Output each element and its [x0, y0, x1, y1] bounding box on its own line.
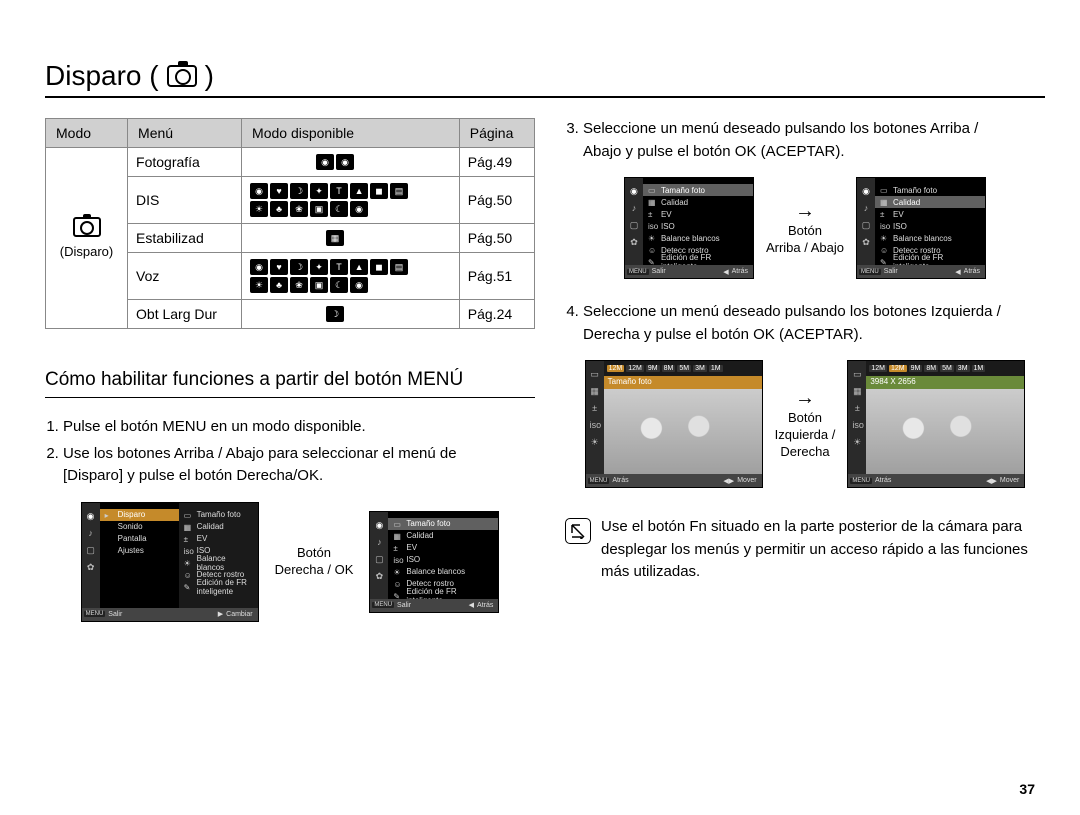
steps-left: Pulse el botón MENU en un modo disponibl…: [45, 416, 535, 488]
screens-row-1: ◉♪▢✿ ▸Disparo Sonido Pantalla Ajustes ▭T…: [45, 502, 535, 622]
lcd-screen: ▭▦±iso☀ 12M 12M 9M 8M 5M 3M 1M 3984 X 26…: [847, 360, 1025, 488]
dispo-cell: ◉♥☽✦T▲◼▤☀♣❀▣☾◉: [242, 177, 460, 224]
note: Use el botón Fn situado en la parte post…: [565, 516, 1045, 584]
page-title-text: Disparo (: [45, 60, 159, 92]
page-cell: Pág.51: [459, 253, 534, 300]
arrow-icon: →: [766, 200, 844, 223]
page-cell: Pág.49: [459, 148, 534, 177]
button-label: Botón Arriba / Abajo: [766, 223, 844, 257]
dispo-cell: ☽: [242, 300, 460, 329]
screens-row-2: ◉♪▢✿ ▭Tamaño foto ▦Calidad ±EV isoISO ☀B…: [565, 177, 1045, 279]
subtitle: Cómo habilitar funciones a partir del bo…: [45, 369, 535, 398]
page-title-end: ): [205, 60, 214, 92]
step-4: Seleccione un menú deseado pulsando los …: [583, 301, 1045, 346]
screens-row-3: ▭▦±iso☀ 12M 12M 9M 8M 5M 3M 1M Tamaño fo…: [565, 360, 1045, 488]
camera-icon: [167, 65, 197, 87]
camera-icon: [73, 217, 101, 237]
page-cell: Pág.24: [459, 300, 534, 329]
left-column: Modo Menú Modo disponible Página (Dispar…: [45, 118, 535, 622]
lcd-screen: ◉♪▢✿ ▭Tamaño foto ▦Calidad ±EV isoISO ☀B…: [856, 177, 986, 279]
th-menu: Menú: [128, 119, 242, 148]
steps-right-2: Seleccione un menú deseado pulsando los …: [565, 301, 1045, 346]
modo-cell: (Disparo): [46, 148, 128, 329]
dispo-cell: ▦: [242, 224, 460, 253]
page-cell: Pág.50: [459, 224, 534, 253]
step-2: Use los botones Arriba / Abajo para sele…: [63, 443, 535, 488]
lcd-screen: ◉♪▢✿ ▭Tamaño foto ▦Calidad ±EV isoISO ☀B…: [369, 511, 499, 613]
page-title: Disparo ( ): [45, 60, 1045, 98]
menu-cell: Obt Larg Dur: [128, 300, 242, 329]
th-modo: Modo: [46, 119, 128, 148]
dispo-cell: ◉◉: [242, 148, 460, 177]
steps-right: Seleccione un menú deseado pulsando los …: [565, 118, 1045, 163]
menu-cell: DIS: [128, 177, 242, 224]
button-label: Botón Derecha / OK: [275, 545, 354, 579]
th-pagina: Página: [459, 119, 534, 148]
button-label: Botón Izquierda / Derecha: [775, 410, 836, 461]
note-icon: [565, 518, 591, 544]
menu-cell: Voz: [128, 253, 242, 300]
modes-table: Modo Menú Modo disponible Página (Dispar…: [45, 118, 535, 329]
right-column: Seleccione un menú deseado pulsando los …: [565, 118, 1045, 622]
menu-cell: Estabilizad: [128, 224, 242, 253]
page-cell: Pág.50: [459, 177, 534, 224]
page-number: 37: [1019, 781, 1035, 797]
note-text: Use el botón Fn situado en la parte post…: [601, 516, 1045, 584]
dispo-cell: ◉♥☽✦T▲◼▤☀♣❀▣☾◉: [242, 253, 460, 300]
lcd-screen: ◉♪▢✿ ▭Tamaño foto ▦Calidad ±EV isoISO ☀B…: [624, 177, 754, 279]
modo-label: (Disparo): [60, 244, 113, 259]
menu-cell: Fotografía: [128, 148, 242, 177]
step-1: Pulse el botón MENU en un modo disponibl…: [63, 416, 535, 439]
lcd-screen: ▭▦±iso☀ 12M 12M 9M 8M 5M 3M 1M Tamaño fo…: [585, 360, 763, 488]
lcd-screen: ◉♪▢✿ ▸Disparo Sonido Pantalla Ajustes ▭T…: [81, 502, 259, 622]
arrow-icon: →: [775, 387, 836, 410]
th-dispo: Modo disponible: [242, 119, 460, 148]
step-3: Seleccione un menú deseado pulsando los …: [583, 118, 1045, 163]
